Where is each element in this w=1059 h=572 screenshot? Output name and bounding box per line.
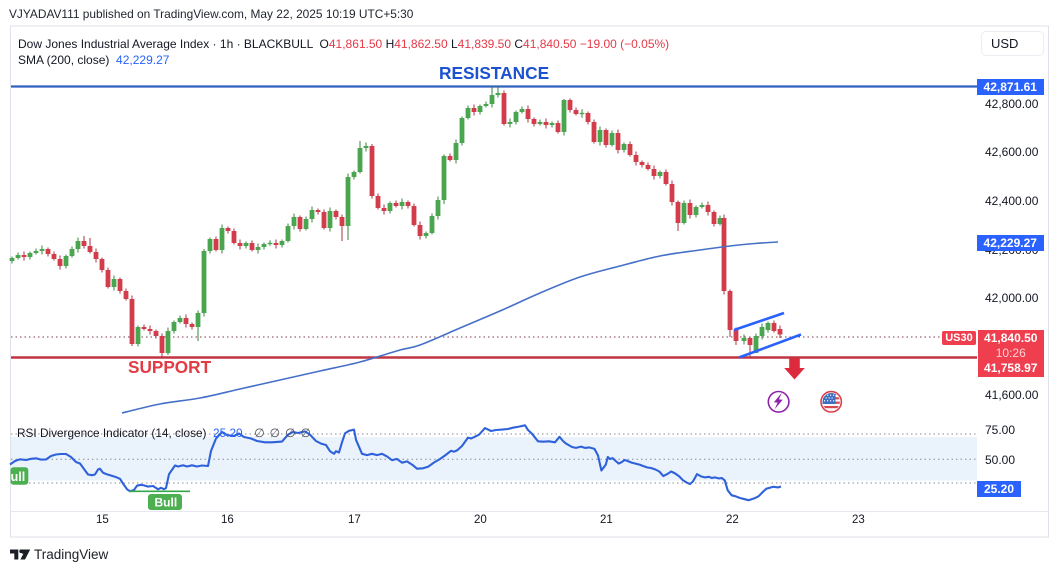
svg-text:Bull: Bull xyxy=(155,496,178,510)
svg-text:ull: ull xyxy=(11,470,26,484)
